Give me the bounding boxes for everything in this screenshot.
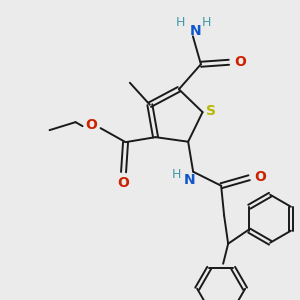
Text: O: O: [234, 55, 246, 69]
Text: O: O: [254, 170, 266, 184]
Text: H: H: [202, 16, 212, 29]
Text: N: N: [190, 24, 202, 38]
Text: S: S: [206, 104, 216, 118]
Text: H: H: [176, 16, 186, 29]
Text: H: H: [172, 168, 181, 181]
Text: O: O: [118, 176, 130, 190]
Text: O: O: [85, 118, 98, 132]
Text: N: N: [183, 173, 195, 187]
